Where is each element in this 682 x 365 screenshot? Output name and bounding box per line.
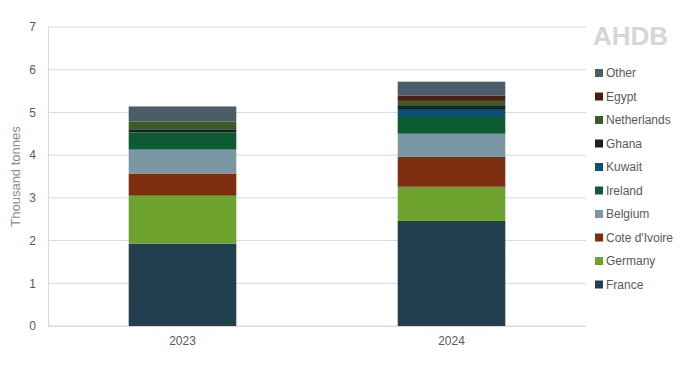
legend-swatch <box>595 163 603 171</box>
bar <box>398 118 506 134</box>
bar <box>129 133 237 150</box>
y-tick: 3 <box>29 191 48 205</box>
legend: France Germany Cote d'Ivoire Belgium Ireland… <box>595 66 673 292</box>
y-tick-label: 3 <box>29 191 36 205</box>
x-axis-line <box>49 326 587 327</box>
y-tick: 5 <box>29 106 48 120</box>
x-axis: 2023 2024 <box>49 326 587 348</box>
legend-label: Belgium <box>606 207 649 221</box>
y-tick: 4 <box>29 148 48 162</box>
legend-swatch <box>595 210 603 218</box>
y-tick-label: 6 <box>29 63 36 77</box>
x-tick-label: 2024 <box>438 334 465 348</box>
y-axis-line <box>48 28 49 327</box>
bar <box>398 157 506 187</box>
legend-item: Other <box>595 66 636 80</box>
grid-line <box>48 27 586 28</box>
y-tick: 0 <box>29 319 48 333</box>
legend-item: Ireland <box>595 184 643 198</box>
bar <box>129 150 237 174</box>
legend-label: Ireland <box>606 184 643 198</box>
bar <box>129 196 237 244</box>
bar <box>398 82 506 96</box>
x-tick-label: 2023 <box>169 334 196 348</box>
bar <box>398 110 506 118</box>
legend-label: Kuwait <box>606 160 643 174</box>
legend-item: Egypt <box>595 90 637 104</box>
legend-swatch <box>595 69 603 77</box>
y-tick: 7 <box>29 20 48 34</box>
legend-label: Other <box>606 66 636 80</box>
legend-item: Cote d'Ivoire <box>595 231 673 245</box>
y-tick: 6 <box>29 63 48 77</box>
bar <box>398 221 506 326</box>
x-tick: 2024 <box>438 326 465 348</box>
legend-item: Kuwait <box>595 160 643 174</box>
bar <box>398 106 506 110</box>
y-tick-label: 7 <box>29 20 36 34</box>
legend-label: Egypt <box>606 90 637 104</box>
legend-label: Ghana <box>606 137 642 151</box>
x-tick: 2023 <box>169 326 196 348</box>
logo-text: AHDB <box>593 21 668 51</box>
bar <box>129 244 237 326</box>
legend-item: France <box>595 278 644 292</box>
legend-swatch <box>595 187 603 195</box>
y-tick-label: 2 <box>29 234 36 248</box>
legend-swatch <box>595 116 603 124</box>
grid-line <box>48 69 586 70</box>
y-tick-label: 0 <box>29 319 36 333</box>
legend-item: Netherlands <box>595 113 671 127</box>
legend-label: Netherlands <box>606 113 671 127</box>
y-tick-label: 4 <box>29 148 36 162</box>
y-tick-label: 5 <box>29 106 36 120</box>
legend-label: Germany <box>606 254 655 268</box>
legend-label: France <box>606 278 644 292</box>
y-tick-label: 1 <box>29 277 36 291</box>
y-axis-title: Thousand tonnes <box>8 126 23 227</box>
legend-swatch <box>595 281 603 289</box>
legend-swatch <box>595 93 603 101</box>
legend-item: Belgium <box>595 207 649 221</box>
legend-swatch <box>595 257 603 265</box>
chart: 0 1 2 3 4 5 6 7 2023 2024 Thousand tonnes AHDB Franc… <box>0 0 682 365</box>
bar <box>398 134 506 157</box>
y-tick: 1 <box>29 277 48 291</box>
grid <box>48 27 586 326</box>
bar <box>398 96 506 101</box>
legend-item: Ghana <box>595 137 642 151</box>
legend-item: Germany <box>595 254 655 268</box>
legend-swatch <box>595 140 603 148</box>
legend-label: Cote d'Ivoire <box>606 231 673 245</box>
bar <box>129 174 237 196</box>
y-axis: 0 1 2 3 4 5 6 7 <box>29 20 48 333</box>
legend-swatch <box>595 234 603 242</box>
bars <box>129 82 506 326</box>
bar <box>398 101 506 106</box>
bar <box>129 130 237 133</box>
bar <box>129 121 237 130</box>
bar <box>398 187 506 221</box>
y-tick: 2 <box>29 234 48 248</box>
bar <box>129 106 237 121</box>
